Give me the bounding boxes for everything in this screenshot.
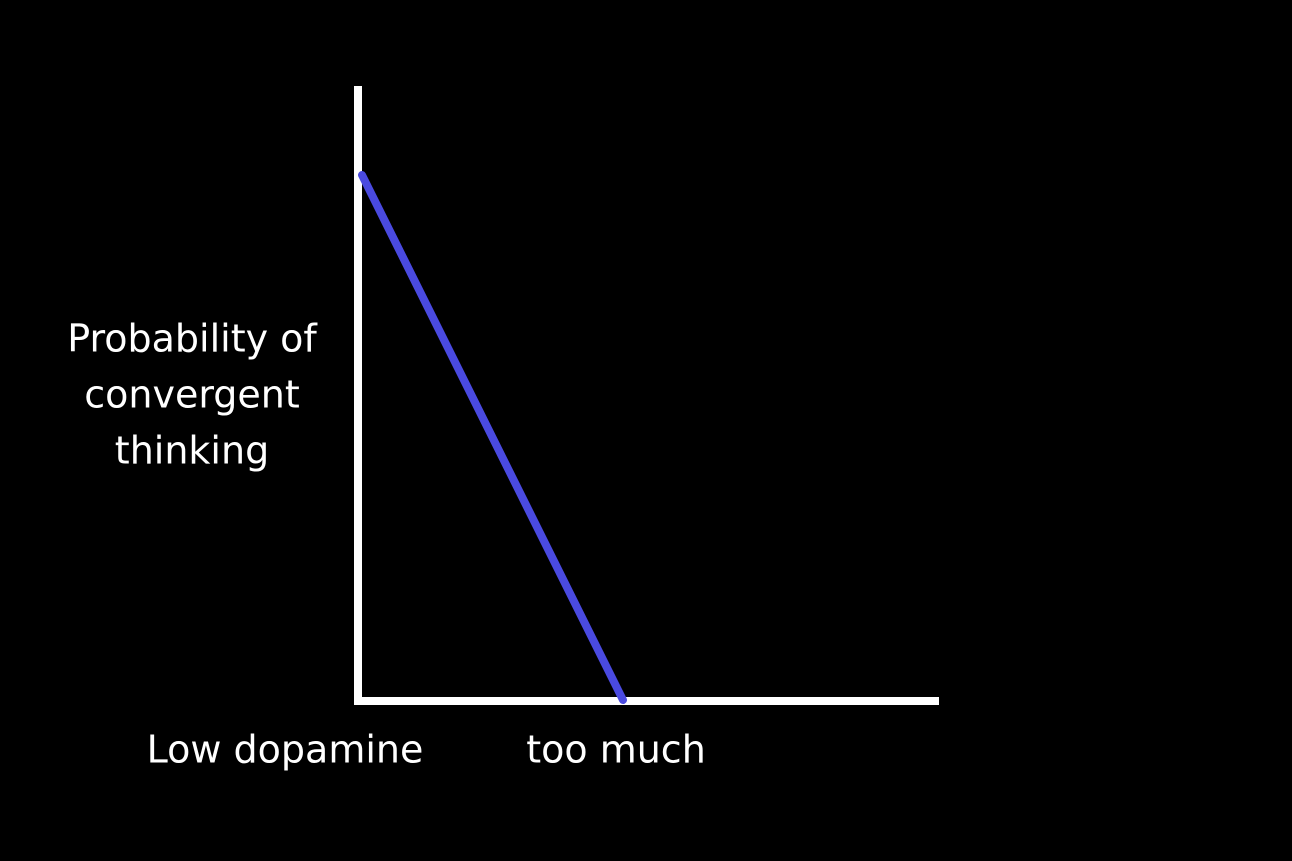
x-axis-label: too much bbox=[526, 728, 706, 772]
y-axis-label-line: convergent bbox=[84, 373, 300, 417]
trend-line bbox=[358, 171, 627, 704]
x-axis-label: Low dopamine bbox=[147, 728, 424, 772]
y-axis-label-line: thinking bbox=[115, 429, 269, 473]
y-axis-label-line: Probability of bbox=[67, 317, 318, 361]
